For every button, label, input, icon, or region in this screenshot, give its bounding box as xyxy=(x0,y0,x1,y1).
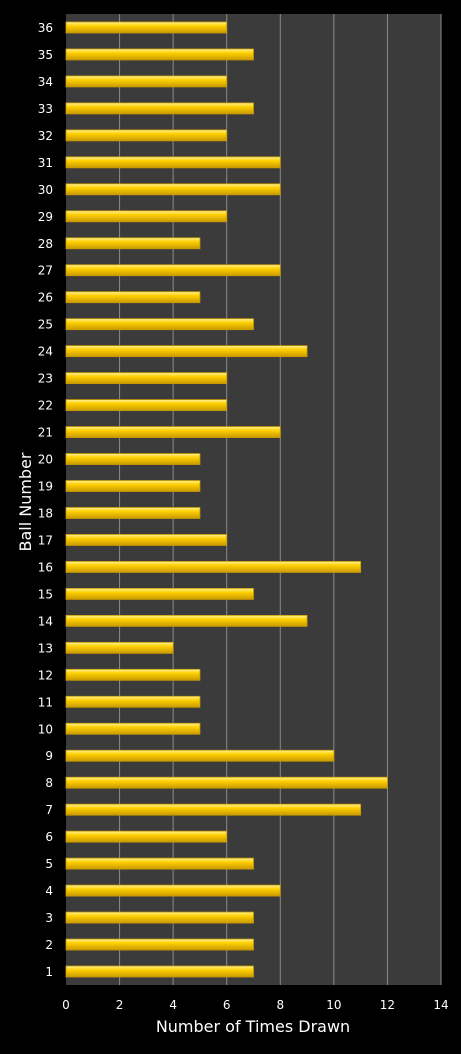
y-tick-labels: 1234567891011121314151617181920212223242… xyxy=(38,21,53,979)
bar-ball-8 xyxy=(65,776,388,789)
y-tick-label: 12 xyxy=(38,668,53,682)
x-tick-label: 8 xyxy=(276,998,284,1012)
bar-ball-17 xyxy=(65,534,228,546)
x-tick-label: 4 xyxy=(169,998,177,1012)
bar-ball-7 xyxy=(65,803,362,816)
bar-ball-34 xyxy=(65,75,228,88)
bar-ball-15 xyxy=(65,588,254,600)
y-tick-label: 32 xyxy=(38,129,53,143)
y-tick-label: 9 xyxy=(45,749,53,763)
y-tick-label: 17 xyxy=(38,533,53,547)
bar-ball-1 xyxy=(65,965,254,978)
bar-ball-35 xyxy=(65,48,254,61)
x-tick-label: 6 xyxy=(223,998,231,1012)
x-tick-label: 10 xyxy=(326,998,341,1012)
bar-ball-11 xyxy=(65,695,201,708)
y-tick-label: 15 xyxy=(38,587,53,601)
bar-ball-22 xyxy=(65,399,228,411)
y-axis-title: Ball Number xyxy=(16,452,35,551)
bar-ball-4 xyxy=(65,884,281,897)
x-tick-label: 0 xyxy=(62,998,70,1012)
bar-ball-19 xyxy=(65,480,201,492)
bar-ball-13 xyxy=(65,641,174,654)
y-tick-label: 30 xyxy=(38,183,53,197)
y-tick-label: 35 xyxy=(38,48,53,62)
y-tick-label: 24 xyxy=(38,345,53,359)
y-tick-label: 18 xyxy=(38,506,53,520)
y-tick-label: 11 xyxy=(38,695,53,709)
bar-ball-21 xyxy=(65,426,281,438)
grid-lines xyxy=(119,14,442,985)
bar-ball-20 xyxy=(65,453,201,465)
y-tick-label: 26 xyxy=(38,291,53,305)
y-tick-label: 5 xyxy=(45,857,53,871)
x-tick-label: 14 xyxy=(433,998,448,1012)
x-tick-label: 2 xyxy=(116,998,124,1012)
bar-ball-28 xyxy=(65,237,201,250)
bar-ball-18 xyxy=(65,507,201,519)
bar-ball-10 xyxy=(65,722,201,735)
bar-ball-16 xyxy=(65,561,362,573)
y-tick-label: 8 xyxy=(45,776,53,790)
y-tick-label: 27 xyxy=(38,264,53,278)
y-tick-label: 23 xyxy=(38,372,53,386)
y-tick-label: 10 xyxy=(38,722,53,736)
bar-ball-24 xyxy=(65,345,308,358)
y-tick-label: 1 xyxy=(45,965,53,979)
bar-ball-31 xyxy=(65,156,281,169)
x-tick-labels: 0 2 4 6 8 10 12 14 xyxy=(62,998,448,1012)
bar-ball-14 xyxy=(65,614,308,627)
bar-ball-6 xyxy=(65,830,228,843)
y-tick-label: 2 xyxy=(45,938,53,952)
y-tick-label: 21 xyxy=(38,426,53,440)
plot-area xyxy=(66,14,441,985)
y-tick-label: 25 xyxy=(38,318,53,332)
bar-ball-36 xyxy=(65,21,228,34)
y-tick-label: 13 xyxy=(38,641,53,655)
y-tick-label: 14 xyxy=(38,614,53,628)
bar-ball-33 xyxy=(65,102,254,115)
bars xyxy=(65,21,388,978)
y-tick-label: 28 xyxy=(38,237,53,251)
y-tick-label: 31 xyxy=(38,156,53,170)
x-tick-label: 12 xyxy=(380,998,395,1012)
bar-ball-3 xyxy=(65,911,254,924)
bar-ball-12 xyxy=(65,668,201,681)
y-tick-label: 34 xyxy=(38,75,53,89)
y-tick-label: 36 xyxy=(38,21,53,35)
bar-ball-25 xyxy=(65,318,254,331)
bar-ball-29 xyxy=(65,210,228,223)
y-tick-label: 4 xyxy=(45,884,53,898)
y-tick-label: 33 xyxy=(38,102,53,116)
y-tick-label: 7 xyxy=(45,803,53,817)
y-tick-label: 3 xyxy=(45,911,53,925)
y-tick-label: 16 xyxy=(38,560,53,574)
bar-ball-32 xyxy=(65,129,228,142)
bar-ball-26 xyxy=(65,291,201,304)
y-tick-label: 19 xyxy=(38,480,53,494)
y-tick-label: 29 xyxy=(38,210,53,224)
y-tick-label: 22 xyxy=(38,399,53,413)
bar-ball-30 xyxy=(65,183,281,196)
y-tick-label: 6 xyxy=(45,830,53,844)
bar-ball-27 xyxy=(65,264,281,277)
x-axis-title: Number of Times Drawn xyxy=(156,1017,350,1036)
bar-ball-5 xyxy=(65,857,254,870)
bar-ball-23 xyxy=(65,372,228,385)
y-tick-label: 20 xyxy=(38,453,53,467)
bar-ball-9 xyxy=(65,749,335,762)
bar-ball-2 xyxy=(65,938,254,951)
